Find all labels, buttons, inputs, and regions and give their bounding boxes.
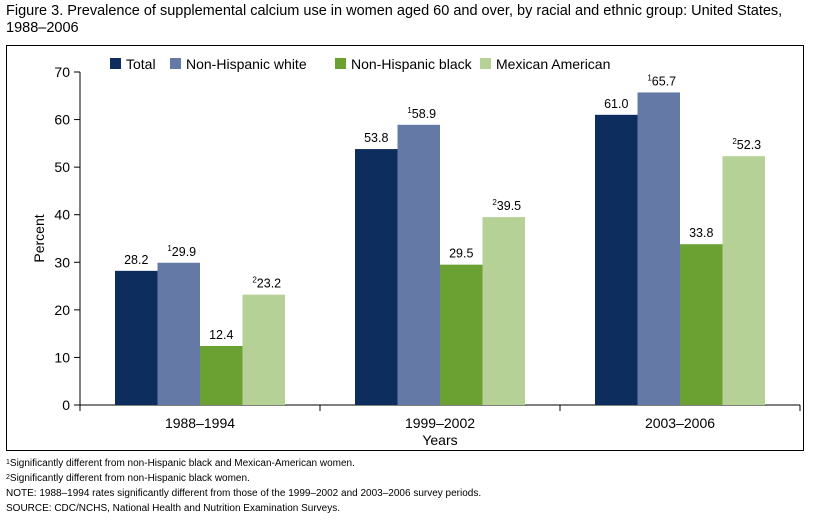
bar-non-hispanic-black	[680, 244, 723, 405]
legend-swatch	[170, 58, 181, 69]
figure-title: Figure 3. Prevalence of supplemental cal…	[6, 3, 783, 36]
y-tick-label: 50	[54, 159, 70, 175]
y-tick-label: 0	[62, 397, 70, 413]
bar-non-hispanic-white	[157, 262, 200, 405]
x-tick-label: 2003–2006	[645, 415, 715, 431]
legend-swatch	[480, 58, 491, 69]
source: SOURCE: CDC/NCHS, National Health and Nu…	[6, 503, 341, 514]
bar-value-label: 223.2	[252, 276, 281, 291]
bar-value-label: 239.5	[492, 198, 521, 213]
footnote-2: 2Significantly different from non-Hispan…	[6, 473, 250, 484]
bar-non-hispanic-black	[200, 346, 243, 405]
bar-value-label: 158.9	[407, 106, 436, 121]
bar-non-hispanic-white	[397, 124, 440, 405]
bar-total	[355, 149, 398, 405]
bar-mexican-american	[482, 217, 525, 405]
bar-value-label: 129.9	[167, 244, 196, 259]
bar-value-label: 53.8	[364, 131, 388, 145]
bar-total	[595, 114, 638, 406]
x-tick-label: 1999–2002	[405, 415, 475, 431]
legend-swatch	[335, 58, 346, 69]
bar-non-hispanic-white	[637, 92, 680, 405]
note: NOTE: 1988–1994 rates significantly diff…	[6, 488, 482, 499]
y-tick-label: 20	[54, 302, 70, 318]
x-axis-label: Years	[422, 432, 457, 448]
legend-swatch	[110, 58, 121, 69]
footnotes: 1Significantly different from non-Hispan…	[6, 456, 806, 516]
bar-value-label: 165.7	[647, 73, 676, 88]
chart-frame	[6, 45, 804, 451]
bar-value-label: 33.8	[689, 226, 713, 240]
bar-mexican-american	[722, 156, 765, 405]
y-tick-label: 40	[54, 207, 70, 223]
bar-value-label: 12.4	[209, 328, 233, 342]
bar-value-label: 61.0	[604, 97, 628, 111]
bar-value-label: 29.5	[449, 247, 473, 261]
y-tick-label: 70	[54, 64, 70, 80]
bar-value-label: 252.3	[732, 137, 761, 152]
y-tick-label: 30	[54, 254, 70, 270]
y-tick-label: 60	[54, 112, 70, 128]
y-tick-label: 10	[54, 349, 70, 365]
legend-label: Non-Hispanic white	[186, 56, 307, 72]
bar-value-label: 28.2	[124, 253, 148, 267]
footnote-1: 1Significantly different from non-Hispan…	[6, 458, 355, 469]
legend-label: Mexican American	[496, 56, 610, 72]
legend-label: Total	[126, 56, 156, 72]
bar-total	[115, 270, 158, 405]
legend-label: Non-Hispanic black	[351, 56, 473, 72]
bar-non-hispanic-black	[440, 264, 483, 405]
y-axis-label: Percent	[31, 214, 47, 262]
x-tick-label: 1988–1994	[165, 415, 235, 431]
bar-mexican-american	[242, 294, 285, 405]
